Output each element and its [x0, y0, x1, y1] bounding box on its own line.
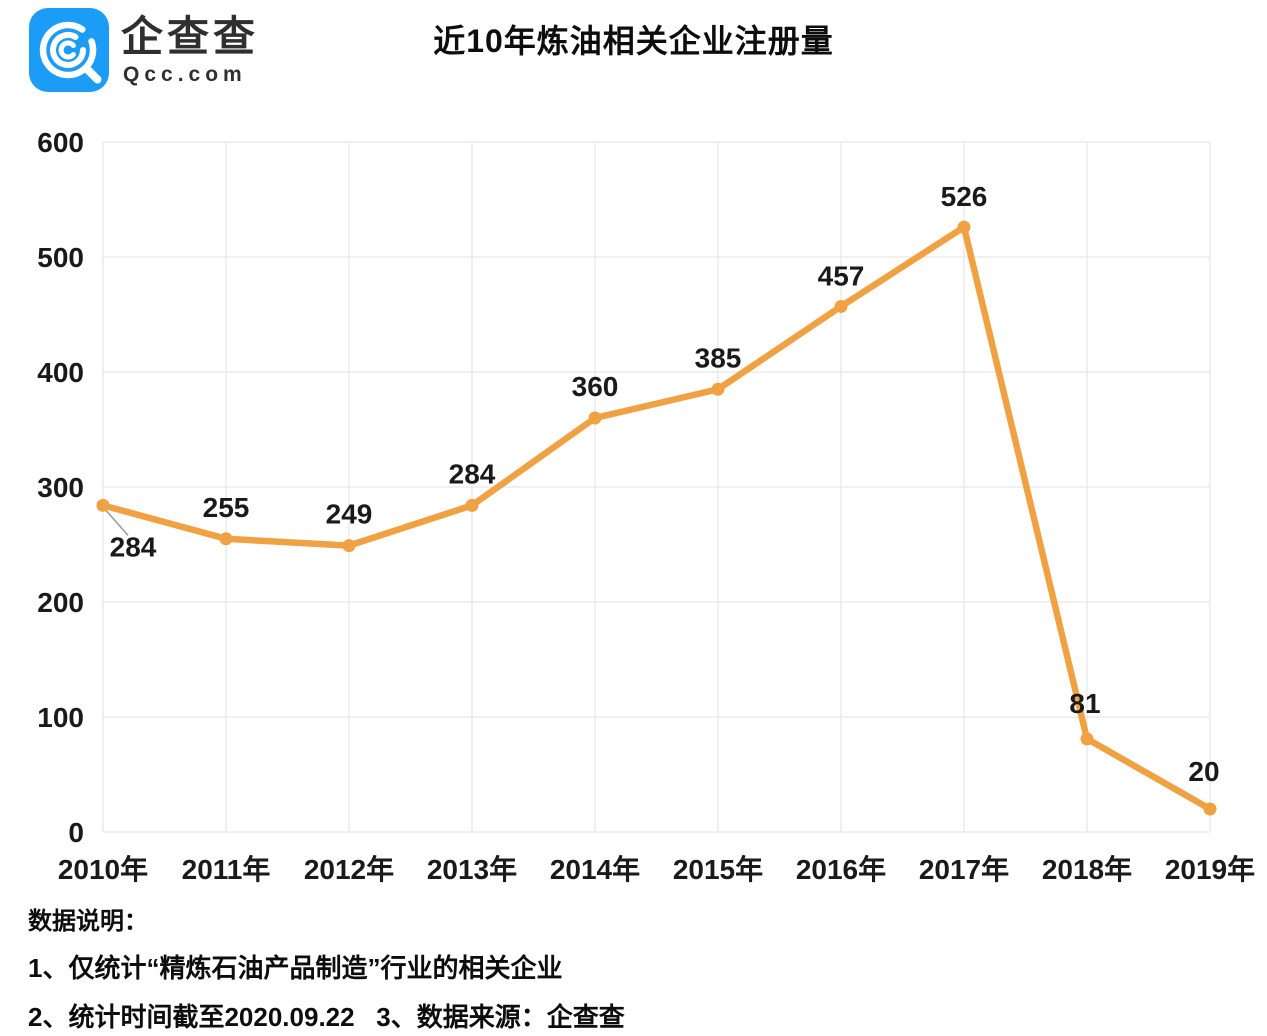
label-leader-line	[105, 509, 129, 536]
y-tick-label: 100	[37, 702, 84, 733]
x-tick-label: 2010年	[58, 853, 148, 885]
y-tick-label: 400	[37, 357, 84, 388]
data-point-label: 255	[203, 492, 250, 523]
data-point-marker	[834, 299, 848, 313]
x-tick-label: 2015年	[673, 853, 763, 885]
brand-name: 企查查	[121, 13, 260, 60]
x-tick-label: 2017年	[919, 853, 1009, 885]
data-point-label: 526	[941, 181, 988, 212]
x-tick-label: 2011年	[182, 853, 271, 885]
footer-note-1: 1、仅统计“精炼石油产品制造”行业的相关企业	[28, 953, 563, 983]
x-tick-label: 2018年	[1042, 853, 1132, 885]
brand-domain: Qcc.com	[123, 63, 247, 86]
data-point-label: 284	[110, 531, 157, 562]
y-tick-label: 500	[37, 242, 84, 273]
x-tick-label: 2016年	[796, 853, 886, 885]
y-tick-label: 0	[68, 817, 84, 848]
y-tick-label: 200	[37, 587, 84, 618]
data-point-label: 360	[572, 371, 619, 402]
data-point-label: 457	[818, 260, 865, 291]
y-tick-label: 600	[37, 127, 84, 158]
data-point-marker	[96, 498, 110, 512]
x-tick-label: 2012年	[304, 853, 394, 885]
footer-note-2: 2、统计时间截至2020.09.22 3、数据来源：企查查	[28, 1002, 625, 1032]
data-point-marker	[219, 532, 233, 546]
data-point-marker	[711, 382, 725, 396]
data-point-label: 81	[1069, 688, 1100, 719]
data-point-marker	[588, 411, 602, 425]
data-point-marker	[957, 220, 971, 234]
qcc-logo-icon	[29, 8, 109, 92]
data-point-marker	[1080, 732, 1094, 746]
x-tick-label: 2013年	[427, 853, 517, 885]
data-point-marker	[1203, 802, 1217, 816]
data-point-label: 284	[449, 458, 496, 489]
logo-q-glyph	[39, 21, 102, 84]
x-tick-label: 2014年	[550, 853, 640, 885]
y-tick-label: 300	[37, 472, 84, 503]
data-point-label: 249	[326, 499, 373, 530]
data-point-marker	[342, 539, 356, 553]
x-tick-label: 2019年	[1165, 853, 1255, 885]
data-point-label: 385	[695, 342, 742, 373]
series-line	[99, 223, 1214, 813]
data-point-label: 20	[1188, 756, 1219, 787]
data-point-marker	[465, 498, 479, 512]
footer-heading: 数据说明：	[28, 908, 148, 935]
chart-title: 近10年炼油相关企业注册量	[433, 23, 834, 59]
